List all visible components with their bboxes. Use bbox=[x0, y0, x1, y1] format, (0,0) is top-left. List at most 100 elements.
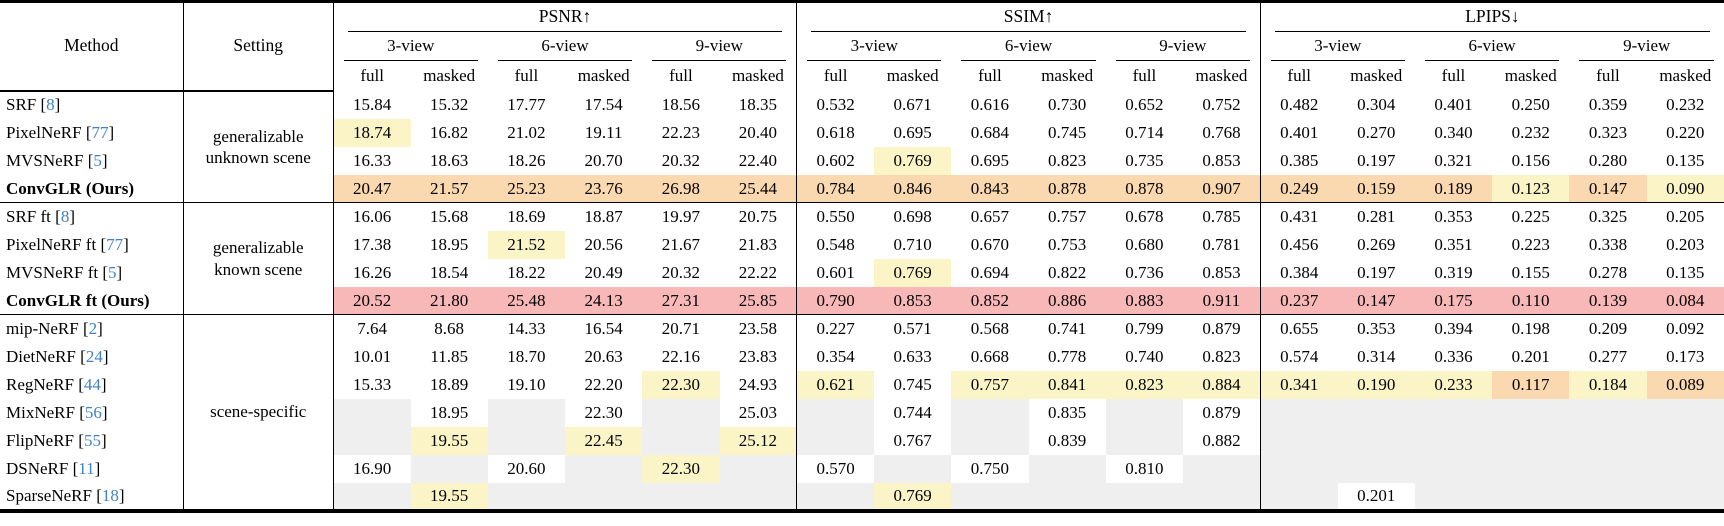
full-header: full bbox=[1441, 65, 1466, 85]
value-cell: 0.319 bbox=[1434, 262, 1473, 282]
value-cell: 0.277 bbox=[1588, 346, 1628, 366]
value-cell: 0.147 bbox=[1337, 286, 1415, 315]
citation-link[interactable]: 18 bbox=[101, 485, 119, 505]
setting-column-header: Setting bbox=[183, 1, 334, 92]
value-cell: 0.886 bbox=[1028, 286, 1106, 315]
value-cell: 0.730 bbox=[1048, 94, 1087, 114]
value-cell: 19.97 bbox=[642, 202, 720, 231]
value-cell bbox=[565, 454, 643, 483]
citation-link[interactable]: 24 bbox=[85, 346, 103, 366]
value-cell: 0.456 bbox=[1280, 234, 1319, 254]
value-cell: 0.841 bbox=[1028, 370, 1106, 399]
masked-header: masked bbox=[886, 65, 939, 85]
setting-line: generalizable bbox=[212, 126, 304, 146]
value-cell: 0.184 bbox=[1569, 370, 1647, 399]
value-cell: 20.52 bbox=[333, 286, 411, 315]
citation-link[interactable]: 5 bbox=[108, 262, 117, 282]
value-cell bbox=[410, 454, 488, 483]
value-cell: 0.340 bbox=[1434, 122, 1473, 142]
value-cell bbox=[1260, 398, 1338, 427]
value-cell: 0.744 bbox=[893, 402, 932, 422]
value-cell: 0.203 bbox=[1666, 234, 1705, 254]
lpips-9view-header: 9-view bbox=[1569, 32, 1724, 61]
value-cell: 0.280 bbox=[1588, 150, 1628, 170]
value-cell: 17.38 bbox=[353, 234, 392, 254]
value-cell: 0.745 bbox=[893, 374, 932, 394]
citation-link[interactable]: 8 bbox=[60, 207, 70, 227]
method-cell: ConvGLR (Ours) bbox=[0, 174, 184, 203]
setting-cell: generalizable unknown scene bbox=[183, 90, 334, 203]
value-cell: 0.883 bbox=[1105, 286, 1184, 315]
value-cell: 0.570 bbox=[816, 458, 855, 478]
value-cell: 0.571 bbox=[874, 314, 952, 343]
value-cell: 16.82 bbox=[430, 122, 469, 142]
method-cell: RegNeRF [44] bbox=[0, 370, 184, 399]
value-cell: 20.56 bbox=[584, 234, 623, 254]
value-cell: 18.26 bbox=[507, 150, 546, 170]
value-cell: 0.314 bbox=[1357, 346, 1396, 366]
value-cell: 0.657 bbox=[951, 202, 1029, 231]
value-cell bbox=[642, 398, 720, 427]
value-cell: 0.740 bbox=[1125, 346, 1164, 366]
value-cell: 0.568 bbox=[951, 314, 1029, 343]
value-cell: 0.090 bbox=[1646, 174, 1724, 203]
citation-link[interactable]: 2 bbox=[88, 319, 98, 339]
masked-header: masked bbox=[1041, 65, 1094, 85]
citation-link[interactable]: 11 bbox=[78, 458, 95, 478]
value-cell: 0.781 bbox=[1183, 230, 1261, 259]
value-cell: 22.40 bbox=[719, 146, 798, 175]
citation-link[interactable]: 5 bbox=[93, 150, 102, 170]
value-cell: 0.249 bbox=[1260, 174, 1338, 203]
value-cell: 0.878 bbox=[1105, 174, 1184, 203]
full-header: full bbox=[1287, 65, 1312, 85]
value-cell: 0.822 bbox=[1048, 262, 1087, 282]
value-cell: 0.878 bbox=[1028, 174, 1106, 203]
value-cell: 0.823 bbox=[1048, 150, 1087, 170]
value-cell: 0.227 bbox=[796, 314, 875, 343]
value-cell bbox=[874, 454, 952, 483]
value-cell: 16.90 bbox=[353, 458, 392, 478]
value-cell: 19.10 bbox=[507, 374, 546, 394]
header-view-row: 3-view 6-view 9-view 3-view 6-view 9-vie… bbox=[0, 31, 1724, 61]
value-cell: 27.31 bbox=[642, 286, 720, 315]
citation-link[interactable]: 56 bbox=[84, 402, 102, 422]
value-cell: 20.71 bbox=[642, 314, 720, 343]
citation-link[interactable]: 55 bbox=[83, 430, 101, 450]
citation-link[interactable]: 44 bbox=[83, 374, 101, 394]
value-cell: 0.092 bbox=[1646, 314, 1724, 343]
value-cell bbox=[1569, 482, 1647, 511]
citation-link[interactable]: 77 bbox=[91, 122, 109, 142]
table-row: FlipNeRF [55] 19.55 22.45 25.12 0.767 0.839 0.… bbox=[0, 426, 1724, 455]
value-cell: 22.45 bbox=[565, 426, 643, 455]
method-cell: FlipNeRF [55] bbox=[0, 426, 184, 455]
value-cell: 0.680 bbox=[1125, 234, 1164, 254]
value-cell: 0.394 bbox=[1414, 314, 1493, 343]
value-cell: 18.35 bbox=[719, 90, 798, 119]
value-cell: 0.799 bbox=[1105, 314, 1184, 343]
citation-link[interactable]: 8 bbox=[46, 95, 55, 115]
value-cell: 18.74 bbox=[333, 118, 411, 147]
value-cell bbox=[1105, 426, 1184, 455]
value-cell: 18.54 bbox=[430, 262, 469, 282]
value-cell bbox=[565, 482, 643, 511]
value-cell: 20.40 bbox=[719, 118, 798, 147]
value-cell: 0.853 bbox=[1183, 258, 1261, 287]
citation-link[interactable]: 77 bbox=[106, 234, 124, 254]
value-cell bbox=[1337, 454, 1415, 483]
value-cell: 25.48 bbox=[487, 286, 566, 315]
table-row: RegNeRF [44] 15.33 18.89 19.10 22.20 22.30 24.… bbox=[0, 370, 1724, 399]
ssim-9view-header: 9-view bbox=[1105, 31, 1261, 61]
value-cell bbox=[1646, 398, 1724, 427]
value-cell: 0.694 bbox=[970, 262, 1010, 282]
value-cell: 22.22 bbox=[719, 258, 798, 287]
value-cell: 25.85 bbox=[719, 286, 798, 315]
masked-header: masked bbox=[1504, 65, 1557, 85]
ssim-metric-header: SSIM↑ bbox=[796, 1, 1261, 32]
value-cell: 0.281 bbox=[1337, 202, 1415, 231]
masked-header: masked bbox=[423, 65, 476, 85]
masked-header: masked bbox=[719, 60, 798, 91]
ssim-3view-header: 3-view bbox=[797, 32, 952, 61]
value-cell bbox=[1569, 426, 1647, 455]
value-cell: 17.77 bbox=[507, 94, 546, 114]
value-cell: 0.602 bbox=[816, 150, 855, 170]
